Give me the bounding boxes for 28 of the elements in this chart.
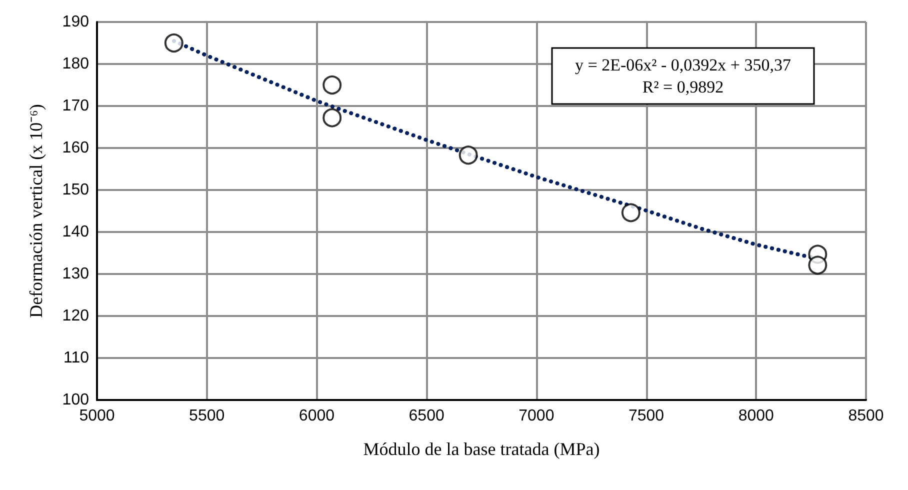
y-tick-label: 130: [62, 266, 90, 282]
y-tick-label: 140: [62, 224, 90, 240]
x-tick-label: 8500: [848, 408, 884, 424]
x-tick-label: 5500: [189, 408, 225, 424]
annotation: y = 2E-06x² - 0,0392x + 350,37: [575, 56, 792, 74]
x-tick-label: 7500: [628, 408, 664, 424]
y-axis-title: Deformación vertical (x 10⁻⁶): [26, 104, 46, 318]
y-tick-label: 180: [62, 56, 90, 72]
x-tick-label: 6000: [298, 408, 335, 424]
point: [808, 256, 828, 275]
x-tick-label: 7000: [518, 408, 554, 424]
y-tick-label: 120: [62, 308, 90, 324]
point: [458, 146, 478, 165]
y-tick-label: 150: [62, 182, 90, 198]
point: [322, 76, 342, 94]
x-tick-label: 8000: [738, 408, 774, 424]
y-tick-label: 190: [62, 14, 90, 30]
y-tick-label: 110: [63, 350, 90, 366]
y-tick-label: 170: [62, 98, 90, 114]
x-axis-title: Módulo de la base tratada (MPa): [363, 439, 600, 459]
y-tick-label: 160: [62, 140, 90, 156]
point: [164, 34, 184, 52]
x-tick-label: 5000: [79, 408, 115, 424]
y-tick-label: 100: [62, 392, 90, 408]
point: [621, 203, 640, 222]
x-tick-label: 6500: [408, 408, 444, 424]
annotation: R² = 0,9892: [642, 78, 724, 96]
point: [322, 108, 342, 128]
